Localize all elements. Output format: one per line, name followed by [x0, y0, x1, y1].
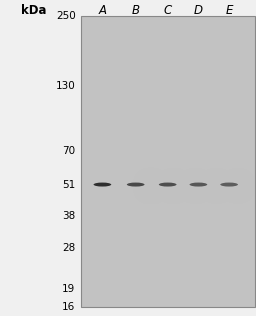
FancyBboxPatch shape	[81, 16, 255, 307]
Text: E: E	[226, 3, 233, 17]
Text: 250: 250	[56, 11, 76, 21]
Text: 38: 38	[62, 211, 76, 221]
Text: kDa: kDa	[20, 3, 46, 17]
Ellipse shape	[94, 183, 111, 186]
Text: C: C	[164, 3, 172, 17]
Text: 28: 28	[62, 243, 76, 253]
Ellipse shape	[189, 183, 207, 186]
Text: 51: 51	[62, 179, 76, 190]
Text: A: A	[98, 3, 106, 17]
Text: B: B	[132, 3, 140, 17]
Text: 130: 130	[56, 81, 76, 91]
Text: D: D	[194, 3, 203, 17]
Text: 16: 16	[62, 302, 76, 312]
Ellipse shape	[127, 183, 144, 186]
Ellipse shape	[159, 183, 177, 186]
Text: 19: 19	[62, 284, 76, 294]
Ellipse shape	[220, 183, 238, 186]
Text: 70: 70	[62, 146, 76, 156]
